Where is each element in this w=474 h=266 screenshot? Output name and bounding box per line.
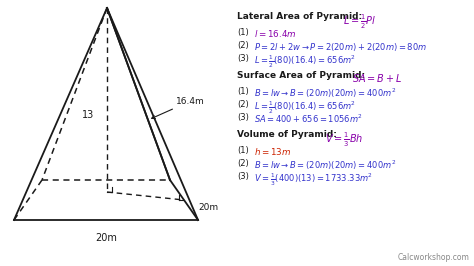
Text: $V = \frac{1}{3}(400)(13) = 1733.33m^2$: $V = \frac{1}{3}(400)(13) = 1733.33m^2$	[254, 172, 373, 188]
Text: $B = lw \rightarrow B = (20m)(20m) = 400m^2$: $B = lw \rightarrow B = (20m)(20m) = 400…	[254, 159, 396, 172]
Text: $h = 13m$: $h = 13m$	[254, 146, 291, 157]
Text: $L = \frac{1}{2}(80)(16.4) = 656m^2$: $L = \frac{1}{2}(80)(16.4) = 656m^2$	[254, 54, 356, 70]
Text: Calcworkshop.com: Calcworkshop.com	[398, 253, 470, 262]
Text: 13: 13	[82, 110, 94, 120]
Text: (3): (3)	[237, 113, 249, 122]
Text: (2): (2)	[237, 100, 249, 109]
Text: (2): (2)	[237, 159, 249, 168]
Text: $L = \frac{1}{2}Pl$: $L = \frac{1}{2}Pl$	[343, 13, 376, 31]
Text: $SA = 400 + 656 = 1056m^2$: $SA = 400 + 656 = 1056m^2$	[254, 113, 363, 125]
Text: Volume of Pyramid:: Volume of Pyramid:	[237, 130, 337, 139]
Text: (3): (3)	[237, 54, 249, 63]
Text: (1): (1)	[237, 146, 249, 155]
Text: $V = \frac{1}{3}Bh$: $V = \frac{1}{3}Bh$	[325, 131, 364, 149]
Text: (2): (2)	[237, 41, 249, 50]
Text: $B = lw \rightarrow B = (20m)(20m) = 400m^2$: $B = lw \rightarrow B = (20m)(20m) = 400…	[254, 87, 396, 100]
Text: (1): (1)	[237, 28, 249, 37]
Text: (3): (3)	[237, 172, 249, 181]
Text: $SA = B + L$: $SA = B + L$	[352, 72, 402, 84]
Text: Lateral Area of Pyramid:: Lateral Area of Pyramid:	[237, 12, 362, 21]
Text: 20m: 20m	[198, 202, 218, 211]
Text: (1): (1)	[237, 87, 249, 96]
Text: $l = 16.4m$: $l = 16.4m$	[254, 28, 297, 39]
Text: Surface Area of Pyramid:: Surface Area of Pyramid:	[237, 71, 365, 80]
Text: 16.4m: 16.4m	[176, 97, 205, 106]
Text: 20m: 20m	[95, 233, 117, 243]
Text: $P = 2l + 2w \rightarrow P = 2(20m)+2(20m)=80m$: $P = 2l + 2w \rightarrow P = 2(20m)+2(20…	[254, 41, 427, 53]
Text: $L = \frac{1}{2}(80)(16.4) = 656m^2$: $L = \frac{1}{2}(80)(16.4) = 656m^2$	[254, 100, 356, 117]
